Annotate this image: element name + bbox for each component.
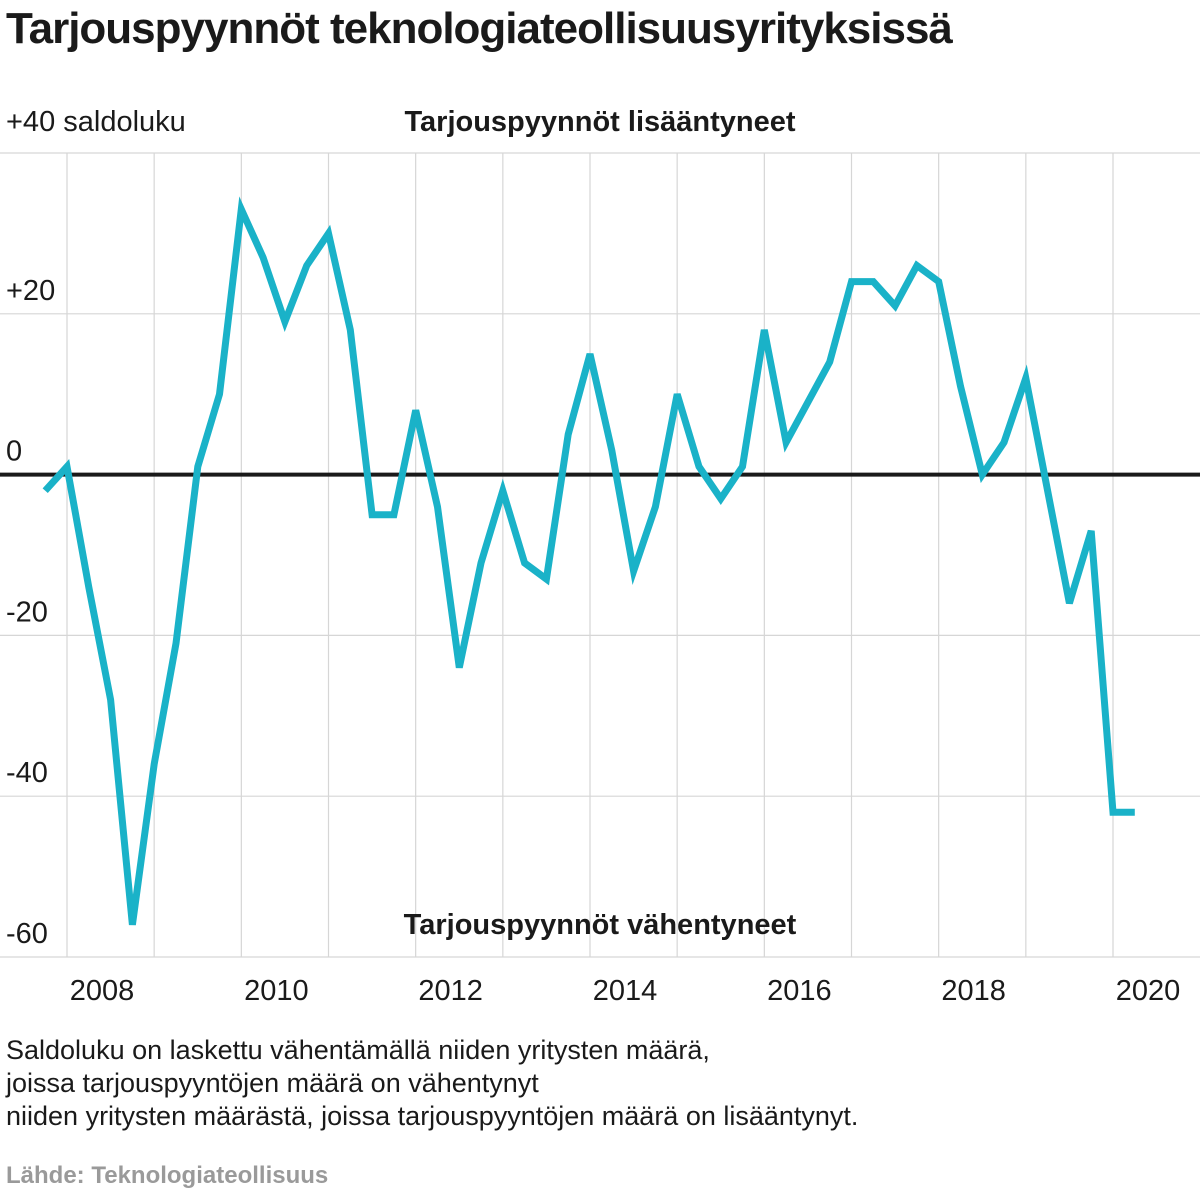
footnote: Saldoluku on laskettu vähentämällä niide… bbox=[6, 1034, 858, 1133]
x-tick-label: 2010 bbox=[244, 975, 309, 1007]
y-tick-label: -20 bbox=[6, 596, 48, 628]
y-tick-label: 0 bbox=[6, 436, 22, 468]
footnote-line: joissa tarjouspyyntöjen määrä on vähenty… bbox=[6, 1068, 539, 1098]
x-tick-label: 2012 bbox=[418, 975, 483, 1007]
bottom-annotation: Tarjouspyynnöt vähentyneet bbox=[404, 909, 797, 941]
chart-title: Tarjouspyynnöt teknologiateollisuusyrity… bbox=[6, 4, 953, 53]
series-line bbox=[42, 196, 1135, 926]
text-layer: +40 saldoluku Tarjouspyynnöt lisääntynee… bbox=[6, 106, 1180, 1007]
y-tick-label: -60 bbox=[6, 918, 48, 950]
footnote-line: Saldoluku on laskettu vähentämällä niide… bbox=[6, 1035, 710, 1065]
source-credit: Lähde: Teknologiateollisuus bbox=[6, 1162, 329, 1189]
y-tick-label: -40 bbox=[6, 757, 48, 789]
grid-layer bbox=[0, 152, 1200, 958]
x-tick-label: 2008 bbox=[70, 975, 135, 1007]
line-layer bbox=[42, 196, 1135, 926]
y-tick-label: +20 bbox=[6, 275, 55, 307]
y-axis-label: +40 saldoluku bbox=[6, 106, 186, 138]
x-tick-label: 2014 bbox=[593, 975, 658, 1007]
line-chart: +40 saldoluku Tarjouspyynnöt lisääntynee… bbox=[0, 106, 1200, 1007]
x-tick-label: 2020 bbox=[1116, 975, 1181, 1007]
top-annotation: Tarjouspyynnöt lisääntyneet bbox=[404, 106, 795, 138]
x-tick-label: 2016 bbox=[767, 975, 832, 1007]
x-tick-label: 2018 bbox=[941, 975, 1006, 1007]
footnote-line: niiden yritysten määrästä, joissa tarjou… bbox=[6, 1101, 859, 1131]
